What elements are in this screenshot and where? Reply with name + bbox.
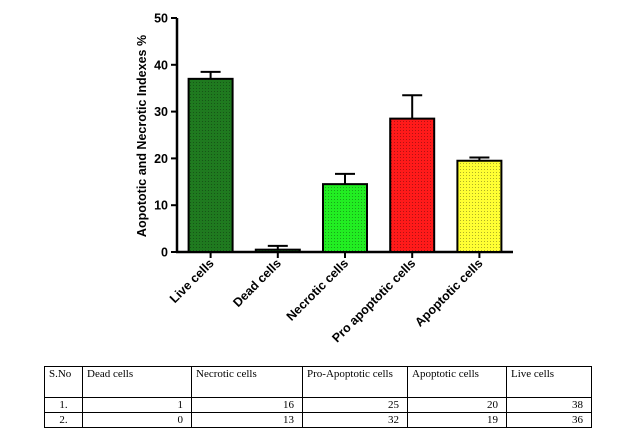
table-cell: 1	[82, 397, 192, 413]
table-cell: 0	[82, 412, 192, 428]
bar-texture	[188, 78, 233, 252]
table-cell: 25	[302, 397, 408, 413]
header-apoptotic-cells: Apoptotic cells	[407, 366, 507, 398]
table-cell: 16	[191, 397, 303, 413]
bar-texture	[323, 184, 367, 252]
bar-texture	[255, 249, 300, 252]
x-tick-label: Live cells	[167, 256, 217, 306]
y-tick-label: 10	[154, 199, 168, 213]
header-live-cells: Live cells	[506, 366, 592, 398]
header-necrotic-cells: Necrotic cells	[191, 366, 303, 398]
y-tick-label: 50	[154, 12, 168, 26]
table-cell: 13	[191, 412, 303, 428]
table-cell: 1.	[44, 397, 83, 413]
bar-texture	[390, 118, 435, 253]
table-cell: 2.	[44, 412, 83, 428]
table-row: 1. 1 16 25 20 38	[44, 397, 592, 413]
y-axis-label: Aopototic and Necrotic Indexes %	[135, 35, 149, 237]
y-tick-label: 0	[161, 246, 168, 260]
header-sno: S.No	[44, 366, 83, 398]
table-cell: 38	[506, 397, 592, 413]
table-cell: 36	[506, 412, 592, 428]
table-header-row: S.No Dead cells Necrotic cells Pro-Apopt…	[44, 366, 592, 398]
x-tick-label: Necrotic cells	[284, 256, 351, 323]
table-cell: 20	[407, 397, 507, 413]
table-cell: 32	[302, 412, 408, 428]
y-tick-label: 40	[154, 58, 168, 72]
data-table: S.No Dead cells Necrotic cells Pro-Apopt…	[44, 366, 592, 428]
y-tick-label: 20	[154, 152, 168, 166]
bar-chart: Aopototic and Necrotic Indexes % 0 10 20 30…	[135, 12, 513, 345]
table-cell: 19	[407, 412, 507, 428]
bar-texture	[457, 160, 502, 252]
x-tick-label: Apoptotic cells	[412, 256, 485, 329]
table-row: 2. 0 13 32 19 36	[44, 412, 592, 428]
header-pro-apoptotic-cells: Pro-Apoptotic cells	[302, 366, 408, 398]
x-tick-label: Dead cells	[230, 256, 284, 310]
header-dead-cells: Dead cells	[82, 366, 192, 398]
y-tick-label: 30	[154, 105, 168, 119]
